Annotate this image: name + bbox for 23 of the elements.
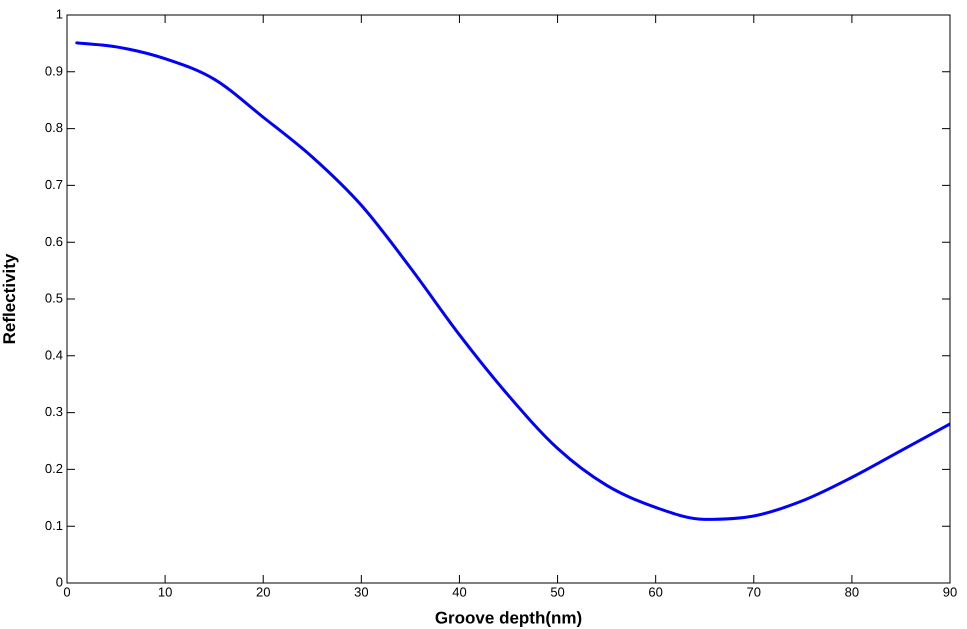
x-tick-label: 30 — [354, 584, 369, 600]
y-tick-label: 0.5 — [44, 290, 63, 306]
line-series — [75, 41, 950, 521]
x-axis-title: Groove depth(nm) — [434, 608, 582, 628]
y-tick-label: 1 — [56, 6, 63, 22]
y-tick-label: 0.7 — [44, 176, 63, 192]
x-tick-label: 80 — [844, 584, 860, 600]
x-tick-label: 10 — [158, 584, 172, 600]
y-axis-title: Reflectivity — [0, 253, 19, 344]
y-tick-label: 0.3 — [44, 404, 63, 420]
x-tick-label: 50 — [550, 584, 565, 600]
x-tick-label: 60 — [648, 584, 663, 600]
y-tick-label: 0 — [56, 574, 63, 590]
y-tick-label: 0.4 — [44, 347, 63, 362]
y-tick-label: 0.9 — [44, 63, 63, 78]
y-tick-label: 0.6 — [44, 234, 63, 249]
x-tick-label: 20 — [256, 584, 270, 600]
x-tick-label: 40 — [452, 584, 467, 600]
x-tick-label: 70 — [746, 584, 762, 600]
y-tick-label: 0.8 — [44, 120, 63, 136]
y-tick-label: 0.1 — [44, 518, 63, 533]
y-tick-label: 0.2 — [44, 460, 63, 476]
x-tick-label: 90 — [942, 584, 958, 600]
